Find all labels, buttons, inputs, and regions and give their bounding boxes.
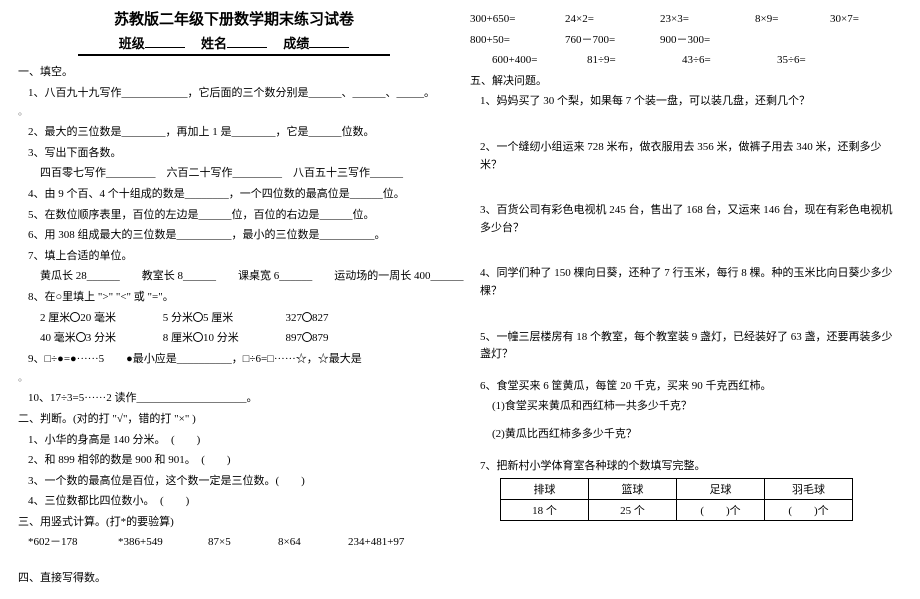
q8a1: 2 厘米 xyxy=(40,312,70,324)
cr20: 600+400= xyxy=(492,52,587,70)
q8d1: 40 毫米 xyxy=(40,332,76,344)
q7: 7、填上合适的单位。 xyxy=(18,248,450,266)
circle-icon xyxy=(302,332,312,342)
c5: 234+481+97 xyxy=(348,534,404,552)
q8-row2: 40 毫米 3 分米 8 厘米 10 分米 897 879 xyxy=(18,330,450,348)
q8: 8、在○里填上 ">" "<" 或 "="。 xyxy=(18,289,450,307)
q8f2: 879 xyxy=(312,332,329,344)
page-container: 苏教版二年级下册数学期末练习试卷 班级 姓名 成绩 一、填空。 1、八百九十九写… xyxy=(0,0,920,599)
q8b1: 5 分米 xyxy=(163,312,193,324)
q9: 9、□÷●=●······5 ●最小应是__________，□÷6=□····… xyxy=(18,351,450,369)
q4: 4、由 9 个百、4 个十组成的数是________，一个四位数的最高位是___… xyxy=(18,186,450,204)
cr04: 30×7= xyxy=(830,11,859,29)
c1: *602－178 xyxy=(28,534,118,552)
section-2: 二、判断。(对的打 "√"，错的打 "×" ) xyxy=(18,411,450,429)
q8c2: 827 xyxy=(312,312,329,324)
p3: 3、百货公司有彩色电视机 245 台，售出了 168 台，又运来 146 台，现… xyxy=(470,202,902,237)
c2: *386+549 xyxy=(118,534,208,552)
q2: 2、最大的三位数是________，再加上 1 是________，它是____… xyxy=(18,124,450,142)
q3a: 四百零七写作_________ 六百二十写作_________ 八百五十三写作_… xyxy=(18,165,450,183)
score-label: 成绩 xyxy=(283,33,309,52)
q8a2: 20 毫米 xyxy=(80,312,116,324)
cr03: 8×9= xyxy=(755,11,830,29)
name-label: 姓名 xyxy=(201,33,227,52)
p6: 6、食堂买来 6 筐黄瓜，每筐 20 千克，买来 90 千克西红柿。 xyxy=(470,378,902,396)
section-1: 一、填空。 xyxy=(18,64,450,82)
dot: 。 xyxy=(18,105,450,121)
section-4: 四、直接写得数。 xyxy=(18,570,450,588)
right-column: 300+650= 24×2= 23×3= 8×9= 30×7= 800+50= … xyxy=(470,8,902,591)
dot2: 。 xyxy=(18,371,450,387)
q5: 5、在数位顺序表里，百位的左边是______位，百位的右边是______位。 xyxy=(18,207,450,225)
cr00: 300+650= xyxy=(470,11,565,29)
p7: 7、把新村小学体育室各种球的个数填写完整。 xyxy=(470,458,902,476)
circle-icon xyxy=(193,332,203,342)
j3: 3、一个数的最高位是百位，这个数一定是三位数。( ) xyxy=(18,473,450,491)
circle-icon xyxy=(76,332,86,342)
info-line: 班级 姓名 成绩 xyxy=(78,33,390,56)
q8e1: 8 厘米 xyxy=(163,332,193,344)
circle-icon xyxy=(70,312,80,322)
cr01: 24×2= xyxy=(565,11,660,29)
p2: 2、一个缝纫小组运来 728 米布，做衣服用去 356 米，做裤子用去 340 … xyxy=(470,139,902,174)
td2: ( )个 xyxy=(677,500,765,521)
c4: 8×64 xyxy=(278,534,348,552)
document-title: 苏教版二年级下册数学期末练习试卷 xyxy=(18,8,450,29)
section-3: 三、用竖式计算。(打*的要验算) xyxy=(18,514,450,532)
th1: 篮球 xyxy=(589,479,677,500)
td1: 25 个 xyxy=(589,500,677,521)
cr11: 760－700= xyxy=(565,32,660,50)
cr02: 23×3= xyxy=(660,11,755,29)
q1: 1、八百九十九写作____________，它后面的三个数分别是______、_… xyxy=(18,85,450,103)
q8c1: 327 xyxy=(286,312,303,324)
p1: 1、妈妈买了 30 个梨，如果每 7 个装一盘，可以装几盘，还剩几个？ xyxy=(470,93,902,111)
p5: 5、一幢三层楼房有 18 个教室，每个教室装 9 盏灯，已经装好了 63 盏，还… xyxy=(470,329,902,364)
p6b: (2)黄瓜比西红柿多多少千克？ xyxy=(470,426,902,444)
q7a: 黄瓜长 28______ 教室长 8______ 课桌宽 6______ 运动场… xyxy=(18,268,450,286)
calc-r3: 600+400= 81÷9= 43÷6= 35÷6= xyxy=(470,52,902,70)
q8-row1: 2 厘米 20 毫米 5 分米 5 厘米 327 827 xyxy=(18,310,450,328)
td0: 18 个 xyxy=(501,500,589,521)
cr23: 35÷6= xyxy=(777,52,806,70)
calc-r2: 800+50= 760－700= 900－300= xyxy=(470,32,902,50)
j4: 4、三位数都比四位数小。 ( ) xyxy=(18,493,450,511)
cr21: 81÷9= xyxy=(587,52,682,70)
left-column: 苏教版二年级下册数学期末练习试卷 班级 姓名 成绩 一、填空。 1、八百九十九写… xyxy=(18,8,450,591)
q8b2: 5 厘米 xyxy=(203,312,233,324)
th0: 排球 xyxy=(501,479,589,500)
p6a: (1)食堂买来黄瓜和西红柿一共多少千克？ xyxy=(470,398,902,416)
q10: 10、17÷3=5······2 读作____________________。 xyxy=(18,390,450,408)
q8d2: 3 分米 xyxy=(86,332,116,344)
class-label: 班级 xyxy=(119,33,145,52)
td3: ( )个 xyxy=(765,500,853,521)
c3: 87×5 xyxy=(208,534,278,552)
table-row: 18 个 25 个 ( )个 ( )个 xyxy=(501,500,853,521)
ball-table: 排球 篮球 足球 羽毛球 18 个 25 个 ( )个 ( )个 xyxy=(500,478,853,521)
q8e2: 10 分米 xyxy=(203,332,239,344)
p4: 4、同学们种了 150 棵向日葵，还种了 7 行玉米，每行 8 棵。种的玉米比向… xyxy=(470,265,902,300)
cr22: 43÷6= xyxy=(682,52,777,70)
j1: 1、小华的身高是 140 分米。 ( ) xyxy=(18,432,450,450)
q8f1: 897 xyxy=(286,332,303,344)
circle-icon xyxy=(193,312,203,322)
j2: 2、和 899 相邻的数是 900 和 901。 ( ) xyxy=(18,452,450,470)
section-5: 五、解决问题。 xyxy=(470,73,902,91)
cr10: 800+50= xyxy=(470,32,565,50)
calc-r1: 300+650= 24×2= 23×3= 8×9= 30×7= xyxy=(470,11,902,29)
cr12: 900－300= xyxy=(660,32,710,50)
q3: 3、写出下面各数。 xyxy=(18,145,450,163)
calc-row: *602－178 *386+549 87×5 8×64 234+481+97 xyxy=(18,534,450,552)
th2: 足球 xyxy=(677,479,765,500)
q6: 6、用 308 组成最大的三位数是__________，最小的三位数是_____… xyxy=(18,227,450,245)
circle-icon xyxy=(302,312,312,322)
table-row: 排球 篮球 足球 羽毛球 xyxy=(501,479,853,500)
th3: 羽毛球 xyxy=(765,479,853,500)
